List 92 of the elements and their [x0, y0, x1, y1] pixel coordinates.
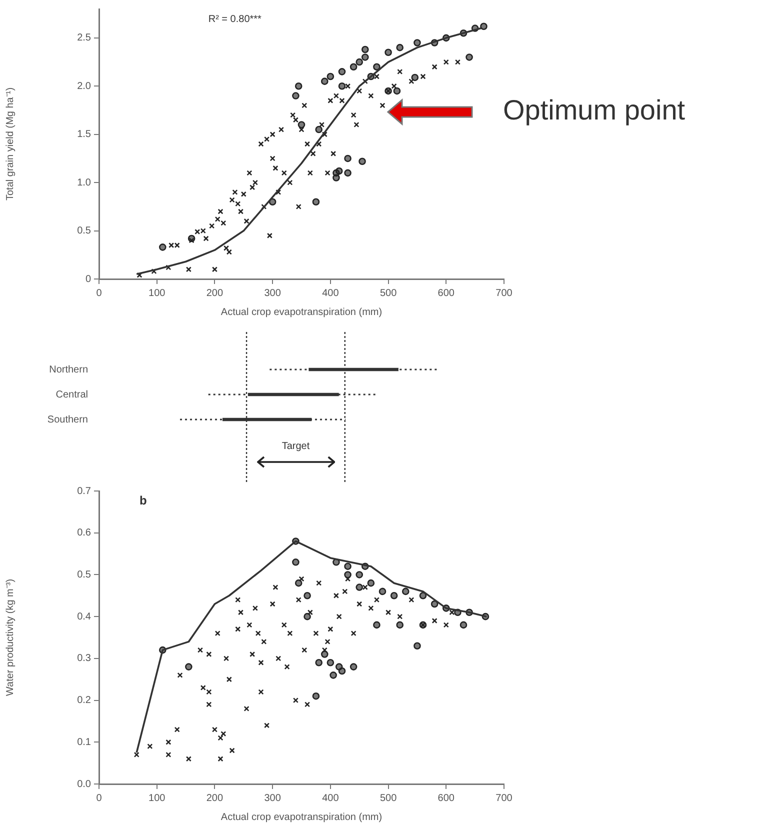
x-tick-label: 400 [322, 792, 340, 804]
annotation: R² = 0.80*** [208, 14, 262, 25]
y-tick-label: 0.6 [77, 528, 92, 539]
y-tick-label: Northern [49, 364, 88, 376]
point [338, 82, 346, 90]
x-tick-label: 0 [96, 792, 102, 804]
point [373, 63, 380, 71]
y-tick-label: 0.3 [77, 653, 92, 664]
point [460, 621, 468, 629]
point [393, 87, 401, 95]
y-tick-label: 0 [85, 274, 92, 285]
x-axis-title: Actual crop evapotranspiration (mm) [220, 306, 382, 318]
x-tick-label: 100 [148, 792, 166, 804]
x-tick-label: 600 [438, 792, 455, 804]
point [350, 63, 358, 71]
x-tick-label: 300 [264, 792, 282, 804]
x-tick-label: 0 [96, 288, 102, 299]
point [294, 82, 302, 90]
point [304, 592, 311, 600]
y-axis-title: Water productivity (kg m⁻³) [4, 578, 16, 696]
y-tick-label: 0.1 [77, 736, 92, 748]
x-tick-label: 200 [206, 288, 224, 299]
point [384, 48, 392, 56]
y-tick-label: Southern [47, 414, 88, 426]
y-tick-label: 0.7 [77, 486, 92, 497]
y-axis-title: Total grain yield (Mg ha⁻¹) [4, 87, 16, 201]
x-tick-label: 600 [438, 288, 455, 299]
point [292, 92, 300, 100]
point [411, 74, 419, 82]
point [396, 621, 404, 629]
annotation: Optimum point [503, 94, 686, 126]
point [430, 600, 438, 608]
point [373, 621, 380, 629]
y-tick-label: 0.5 [77, 569, 92, 580]
x-axis-title: Actual crop evapotranspiration (mm) [220, 812, 382, 823]
point [356, 584, 364, 591]
x-tick-label: 500 [380, 792, 398, 804]
point [158, 244, 166, 251]
point [414, 39, 421, 46]
point [344, 154, 352, 162]
text: Target [282, 440, 310, 452]
point [378, 588, 386, 596]
point [402, 588, 410, 596]
point [356, 571, 364, 578]
point [344, 169, 352, 177]
y-tick-label: 0.5 [77, 226, 92, 237]
point [466, 54, 473, 61]
point [315, 126, 323, 134]
y-tick-label: 1.0 [77, 177, 92, 188]
x-tick-label: 300 [264, 288, 282, 299]
point [320, 78, 328, 85]
point [356, 58, 364, 66]
annotation: b [140, 493, 147, 508]
x-tick-label: 100 [148, 288, 166, 299]
point [344, 562, 352, 570]
point [361, 46, 369, 54]
point [320, 650, 328, 658]
point [312, 198, 320, 206]
y-tick-label: Central [56, 389, 88, 400]
point [312, 692, 320, 700]
y-tick-label: 2.5 [77, 32, 92, 44]
point [332, 169, 340, 177]
point [330, 672, 337, 679]
point [361, 54, 369, 61]
y-tick-label: 1.5 [77, 129, 92, 140]
point [414, 642, 421, 650]
x-tick-label: 200 [206, 792, 224, 804]
point [358, 158, 366, 166]
point [338, 667, 346, 675]
y-tick-label: 0.4 [77, 611, 92, 622]
point [292, 558, 300, 566]
point [304, 612, 311, 620]
y-tick-label: 0.2 [77, 695, 92, 706]
point [294, 579, 302, 587]
point [326, 72, 334, 80]
point [419, 592, 427, 600]
y-tick-label: 2.0 [77, 80, 92, 92]
x-tick-label: 500 [380, 288, 398, 299]
x-tick-label: 700 [496, 792, 513, 804]
point [326, 658, 334, 666]
x-tick-label: 400 [322, 288, 340, 299]
point [185, 663, 192, 670]
point [480, 22, 488, 30]
point [396, 44, 404, 52]
point [338, 68, 346, 76]
point [315, 658, 323, 666]
y-tick-label: 0.0 [77, 778, 92, 790]
point [367, 579, 375, 587]
point [350, 663, 358, 670]
point [390, 592, 398, 600]
x-tick-label: 700 [496, 288, 513, 299]
point [298, 121, 306, 128]
